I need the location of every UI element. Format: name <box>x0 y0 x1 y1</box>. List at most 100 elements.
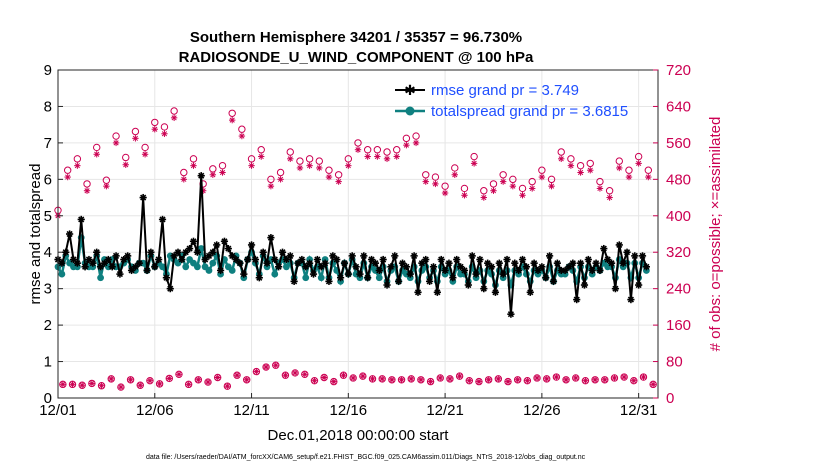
obs-possible-marker <box>325 166 333 174</box>
obs-possible-marker <box>151 118 159 127</box>
rmse-point <box>162 274 170 282</box>
obs-assimilated-marker <box>78 382 86 389</box>
obs-assimilated-marker <box>620 373 628 381</box>
obs-assimilated-marker <box>509 182 517 190</box>
obs-assimilated-marker <box>408 375 415 383</box>
y-tick-label: 4 <box>44 244 52 261</box>
obs-possible-marker <box>499 171 507 179</box>
rmse-point-stroke <box>306 260 313 267</box>
rmse-point-stroke <box>480 285 487 292</box>
obs-assimilated-stroke <box>132 135 139 141</box>
rmse-point <box>375 266 383 275</box>
rmse-point-stroke <box>155 256 162 263</box>
rmse-point <box>220 237 229 245</box>
x-tick-label: 12/26 <box>523 402 561 419</box>
chart-subtitle: RADIOSONDE_U_WIND_COMPONENT @ 100 hPa <box>179 49 534 66</box>
rmse-point <box>275 263 283 271</box>
rmse-point-stroke <box>631 252 638 259</box>
rmse-point-stroke <box>349 252 356 259</box>
obs-assimilated-marker <box>388 376 396 383</box>
rmse-point-stroke <box>573 296 580 303</box>
obs-assimilated-marker <box>335 178 342 185</box>
rmse-point <box>402 263 410 271</box>
obs-assimilated-stroke <box>263 364 269 370</box>
obs-possible-marker <box>363 146 372 154</box>
obs-assimilated-stroke <box>205 379 211 385</box>
obs-assimilated-marker <box>291 369 299 377</box>
rmse-point-stroke <box>500 271 507 278</box>
obs-possible-marker <box>422 171 430 179</box>
rmse-point <box>96 263 105 271</box>
obs-assimilated-marker <box>161 130 168 137</box>
obs-assimilated-marker <box>301 371 308 378</box>
totalspread-point <box>159 263 166 271</box>
obs-assimilated-marker <box>359 372 367 380</box>
rmse-point <box>216 266 225 275</box>
obs-assimilated-stroke <box>229 117 235 123</box>
obs-assimilated-stroke <box>157 381 163 387</box>
rmse-point-stroke <box>163 274 170 281</box>
rmse-point <box>306 259 314 267</box>
obs-assimilated-stroke <box>524 378 530 384</box>
y-axis-left-ticks: 0 1 2 3 4 5 6 7 8 9 <box>44 62 63 407</box>
rmse-point <box>422 255 430 264</box>
rmse-point-stroke <box>542 274 549 281</box>
rmse-point <box>441 266 449 275</box>
rmse-point-stroke <box>225 245 232 252</box>
obs-assimilated-stroke <box>103 183 109 189</box>
obs-assimilated-marker <box>330 378 338 385</box>
rmse-point <box>267 234 275 242</box>
obs-assimilated-marker <box>349 374 357 382</box>
obs-assimilated-stroke <box>360 373 366 379</box>
obs-assimilated-stroke <box>398 377 405 383</box>
obs-assimilated-marker <box>562 376 570 383</box>
rmse-point-stroke <box>368 256 375 263</box>
obs-assimilated-stroke <box>74 163 80 169</box>
rmse-point-stroke <box>383 281 391 289</box>
obs-possible-marker <box>112 132 120 140</box>
obs-assimilated-marker <box>98 382 105 389</box>
obs-possible-marker <box>634 152 643 161</box>
obs-assimilated-marker <box>209 171 217 178</box>
rmse-point-stroke <box>298 256 305 263</box>
rmse-point <box>81 263 89 271</box>
rmse-point-stroke <box>186 245 193 252</box>
rmse-point <box>77 215 85 224</box>
obs-assimilated-marker <box>262 363 270 371</box>
rmse-point-stroke <box>612 285 619 292</box>
obs-assimilated-stroke <box>273 362 279 368</box>
rmse-point <box>406 270 414 278</box>
rmse-point <box>251 255 260 264</box>
obs-assimilated-stroke <box>636 160 642 166</box>
rmse-point <box>600 244 608 253</box>
obs-assimilated-stroke <box>321 374 327 381</box>
rmse-point-stroke <box>411 252 418 259</box>
obs-possible-marker <box>83 180 91 188</box>
rmse-point <box>340 259 349 267</box>
rmse-point <box>569 259 577 267</box>
rmse-point-stroke <box>198 172 205 179</box>
obs-assimilated-marker <box>248 162 255 169</box>
rmse-point <box>596 266 604 275</box>
rmse-point <box>638 252 647 260</box>
rmse-point-stroke <box>577 260 584 267</box>
totalspread-point <box>209 259 217 267</box>
rmse-point-stroke <box>496 260 503 267</box>
obs-possible-marker <box>228 109 236 117</box>
rmse-point <box>255 274 263 282</box>
obs-possible-marker <box>615 157 623 165</box>
obs-assimilated-marker <box>558 155 565 163</box>
obs-assimilated-marker <box>243 376 250 383</box>
rmse-point-stroke <box>538 263 545 270</box>
obs-assimilated-marker <box>475 378 483 385</box>
obs-assimilated-marker <box>378 375 386 383</box>
y-tick-label: 7 <box>44 135 52 152</box>
obs-assimilated-marker <box>528 185 536 192</box>
obs-assimilated-stroke <box>118 384 124 390</box>
obs-assimilated-stroke <box>297 165 303 171</box>
obs-assimilated-stroke <box>277 176 284 182</box>
totalspread-point <box>193 263 201 271</box>
rmse-point-stroke <box>287 252 294 259</box>
rmse-point <box>588 266 596 275</box>
